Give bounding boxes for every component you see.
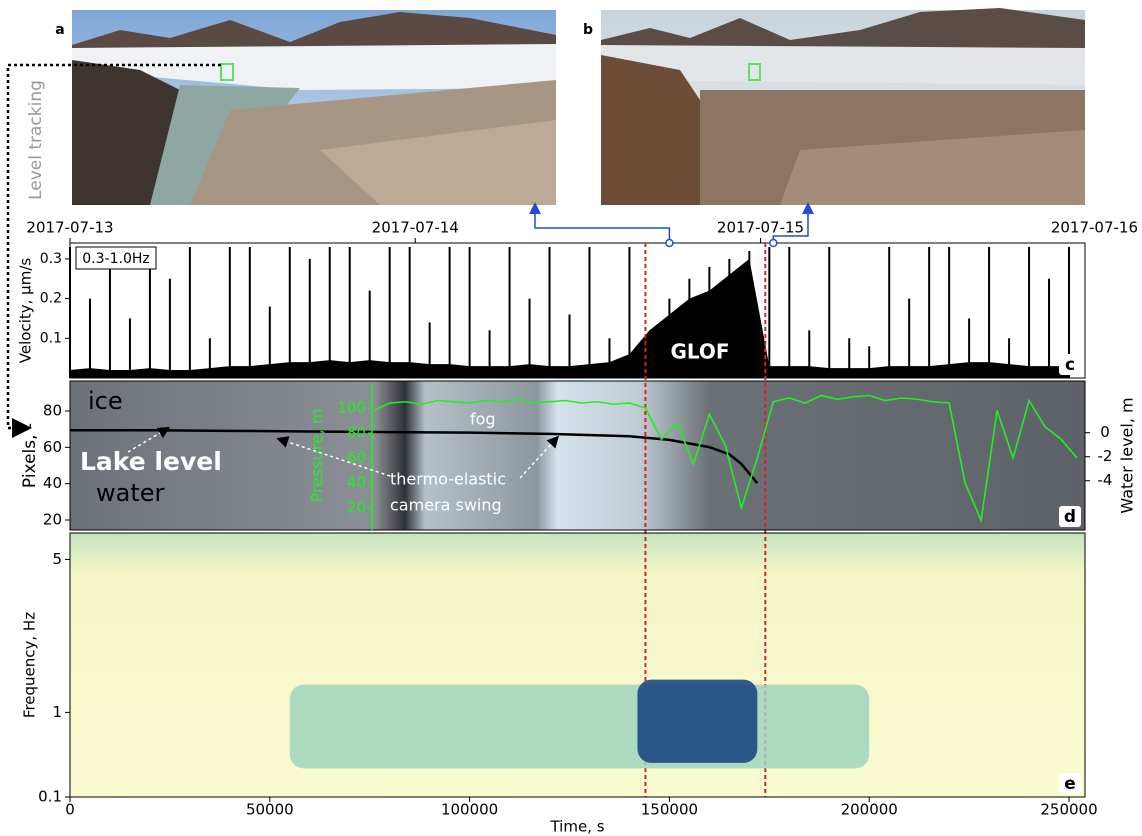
y-tick-label: 20 [43,511,62,529]
y-axis-label: Pixels, - [20,423,40,488]
x2-tick-label: 2017-07-14 [372,219,459,237]
y-axis-label: Velocity, μm/s [17,258,35,364]
panel-letter: b [583,22,593,38]
x-tick-label: 0 [65,801,75,819]
photo-connector [535,208,669,243]
photo-b [601,8,1085,205]
y-tick-label: 80 [43,401,62,419]
annotation: thermo-elastic [390,470,506,489]
y3-tick-label: 100 [337,399,366,417]
y2-tick-label: -2 [1098,447,1113,465]
y-tick-label: 40 [43,474,62,492]
y3-tick-label: 20 [347,499,366,517]
annotation: Lake level [80,447,222,476]
x-tick-label: 150000 [641,801,698,819]
x-tick-label: 250000 [1040,801,1097,819]
y-tick-label: 0.1 [40,330,62,346]
y-tick-label: 60 [43,438,62,456]
plot-frame [70,243,1085,378]
y-tick-label: 0.3 [40,251,62,267]
x-axis-label: Time, s [549,818,604,836]
y-tick-label: 5 [52,550,62,568]
y-axis-label: Frequency, Hz [21,612,39,718]
y-tick-label: 0.2 [40,291,62,307]
y2-tick-label: -4 [1098,471,1113,489]
panel-letter: c [1065,355,1075,375]
annotation: water [96,479,165,507]
panel-letter: a [55,22,64,38]
annotation: camera swing [390,496,502,515]
x-tick-label: 200000 [841,801,898,819]
x-tick-label: 100000 [441,801,498,819]
photo-time [666,240,673,247]
panel-letter: d [1064,507,1076,527]
photo-time [770,240,777,247]
panel-letter: e [1064,774,1076,794]
energy-region [290,685,869,769]
y2-axis-label: Water level, m [1118,397,1137,513]
y-tick-label: 0.1 [38,788,62,806]
band-label: 0.3-1.0Hz [82,251,149,267]
figure: a b Level tracking 0.1 0.2 0.3 2017-07-13 20… [0,0,1142,836]
y3-tick-label: 60 [347,449,366,467]
photo-a [72,10,556,205]
x2-tick-label: 2017-07-13 [26,219,113,237]
y2-tick-label: 0 [1100,423,1110,441]
y-tick-label: 1 [52,703,62,721]
x2-tick-label: 2017-07-15 [717,219,804,237]
event-label: GLOF [670,340,729,364]
y3-tick-label: 80 [347,424,366,442]
tracking-label: Level tracking [26,80,46,200]
y3-axis-label: Pressure, m [308,408,327,502]
x2-tick-label: 2017-07-16 [1051,219,1138,237]
y3-tick-label: 40 [347,474,366,492]
x-tick-label: 50000 [246,801,294,819]
annotation: fog [470,410,496,429]
energy-region [637,680,757,763]
annotation: ice [88,387,123,415]
image-background [70,381,1085,530]
